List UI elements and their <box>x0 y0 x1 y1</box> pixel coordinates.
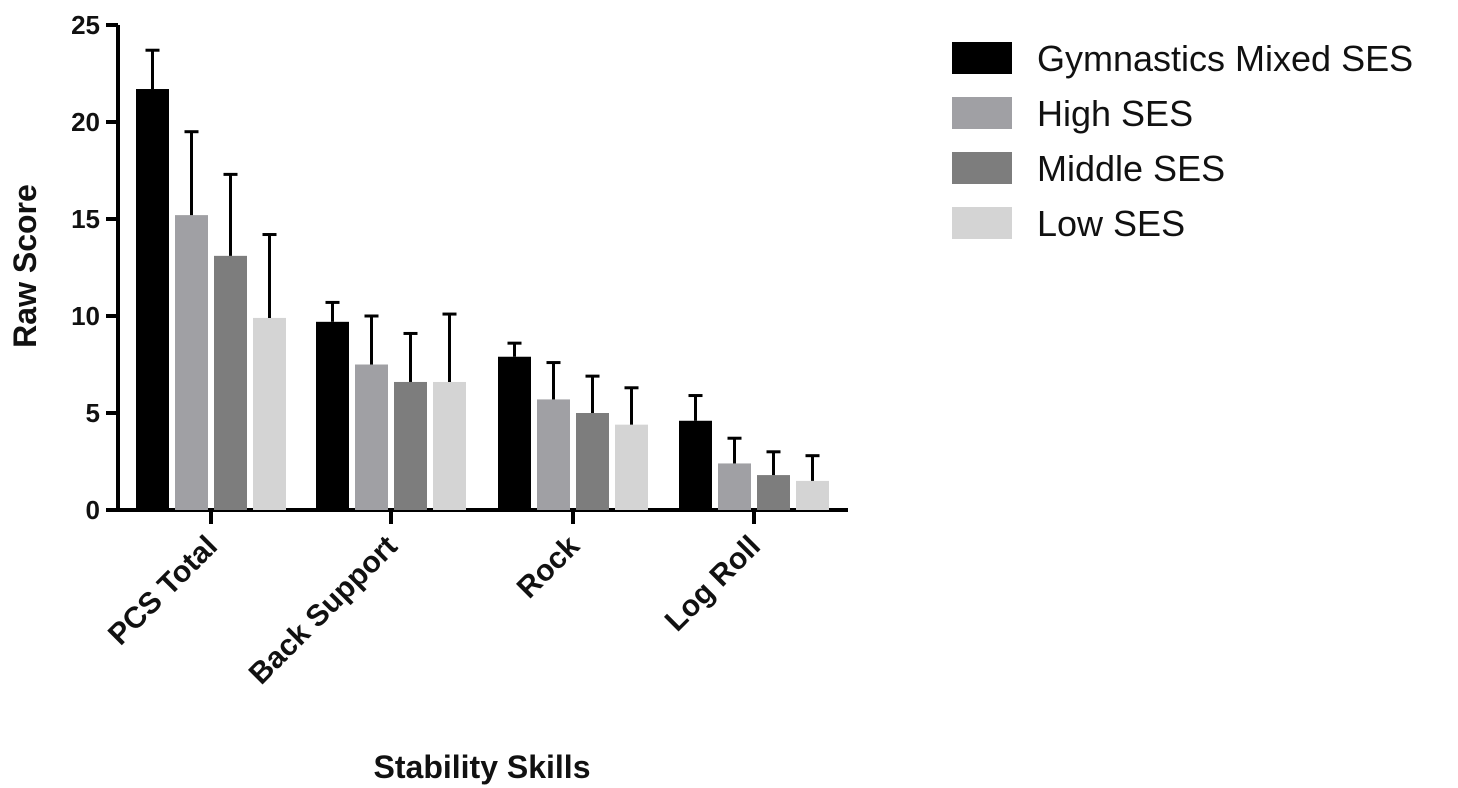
y-ticks: 0 5 10 15 20 25 <box>71 10 118 525</box>
y-tick-label: 0 <box>86 495 100 525</box>
y-tick-label: 5 <box>86 398 100 428</box>
y-tick-label: 25 <box>71 10 100 40</box>
bar <box>615 424 648 510</box>
y-tick-label: 10 <box>71 301 100 331</box>
bar <box>355 364 388 510</box>
x-axis-title: Stability Skills <box>374 749 591 785</box>
bar <box>498 356 531 510</box>
legend-label: High SES <box>1037 93 1193 134</box>
bar <box>718 463 751 510</box>
legend-label: Middle SES <box>1037 148 1225 189</box>
bars <box>136 89 829 511</box>
bar <box>175 215 208 510</box>
legend-label: Gymnastics Mixed SES <box>1037 38 1413 79</box>
y-tick-label: 20 <box>71 107 100 137</box>
legend: Gymnastics Mixed SES High SES Middle SES Lo… <box>952 38 1413 244</box>
bar <box>394 381 427 510</box>
bar <box>537 399 570 510</box>
bar <box>136 89 169 511</box>
bar <box>316 321 349 510</box>
legend-swatch <box>952 97 1012 129</box>
x-tick-label: Log Roll <box>659 530 767 638</box>
y-axis-title: Raw Score <box>7 184 43 348</box>
bar <box>214 255 247 510</box>
bar <box>796 480 829 510</box>
legend-swatch <box>952 152 1012 184</box>
legend-swatch <box>952 207 1012 239</box>
bar <box>576 413 609 510</box>
bar <box>433 381 466 510</box>
x-ticks: PCS Total Back Support Rock Log Roll <box>102 510 767 691</box>
x-tick-label: Rock <box>511 529 586 604</box>
bar <box>253 317 286 510</box>
bar <box>679 420 712 510</box>
bar <box>757 475 790 510</box>
x-tick-label: PCS Total <box>102 530 224 652</box>
x-tick-label: Back Support <box>243 530 404 691</box>
y-tick-label: 15 <box>71 204 100 234</box>
legend-swatch <box>952 42 1012 74</box>
error-bars <box>145 48 820 481</box>
legend-label: Low SES <box>1037 203 1185 244</box>
